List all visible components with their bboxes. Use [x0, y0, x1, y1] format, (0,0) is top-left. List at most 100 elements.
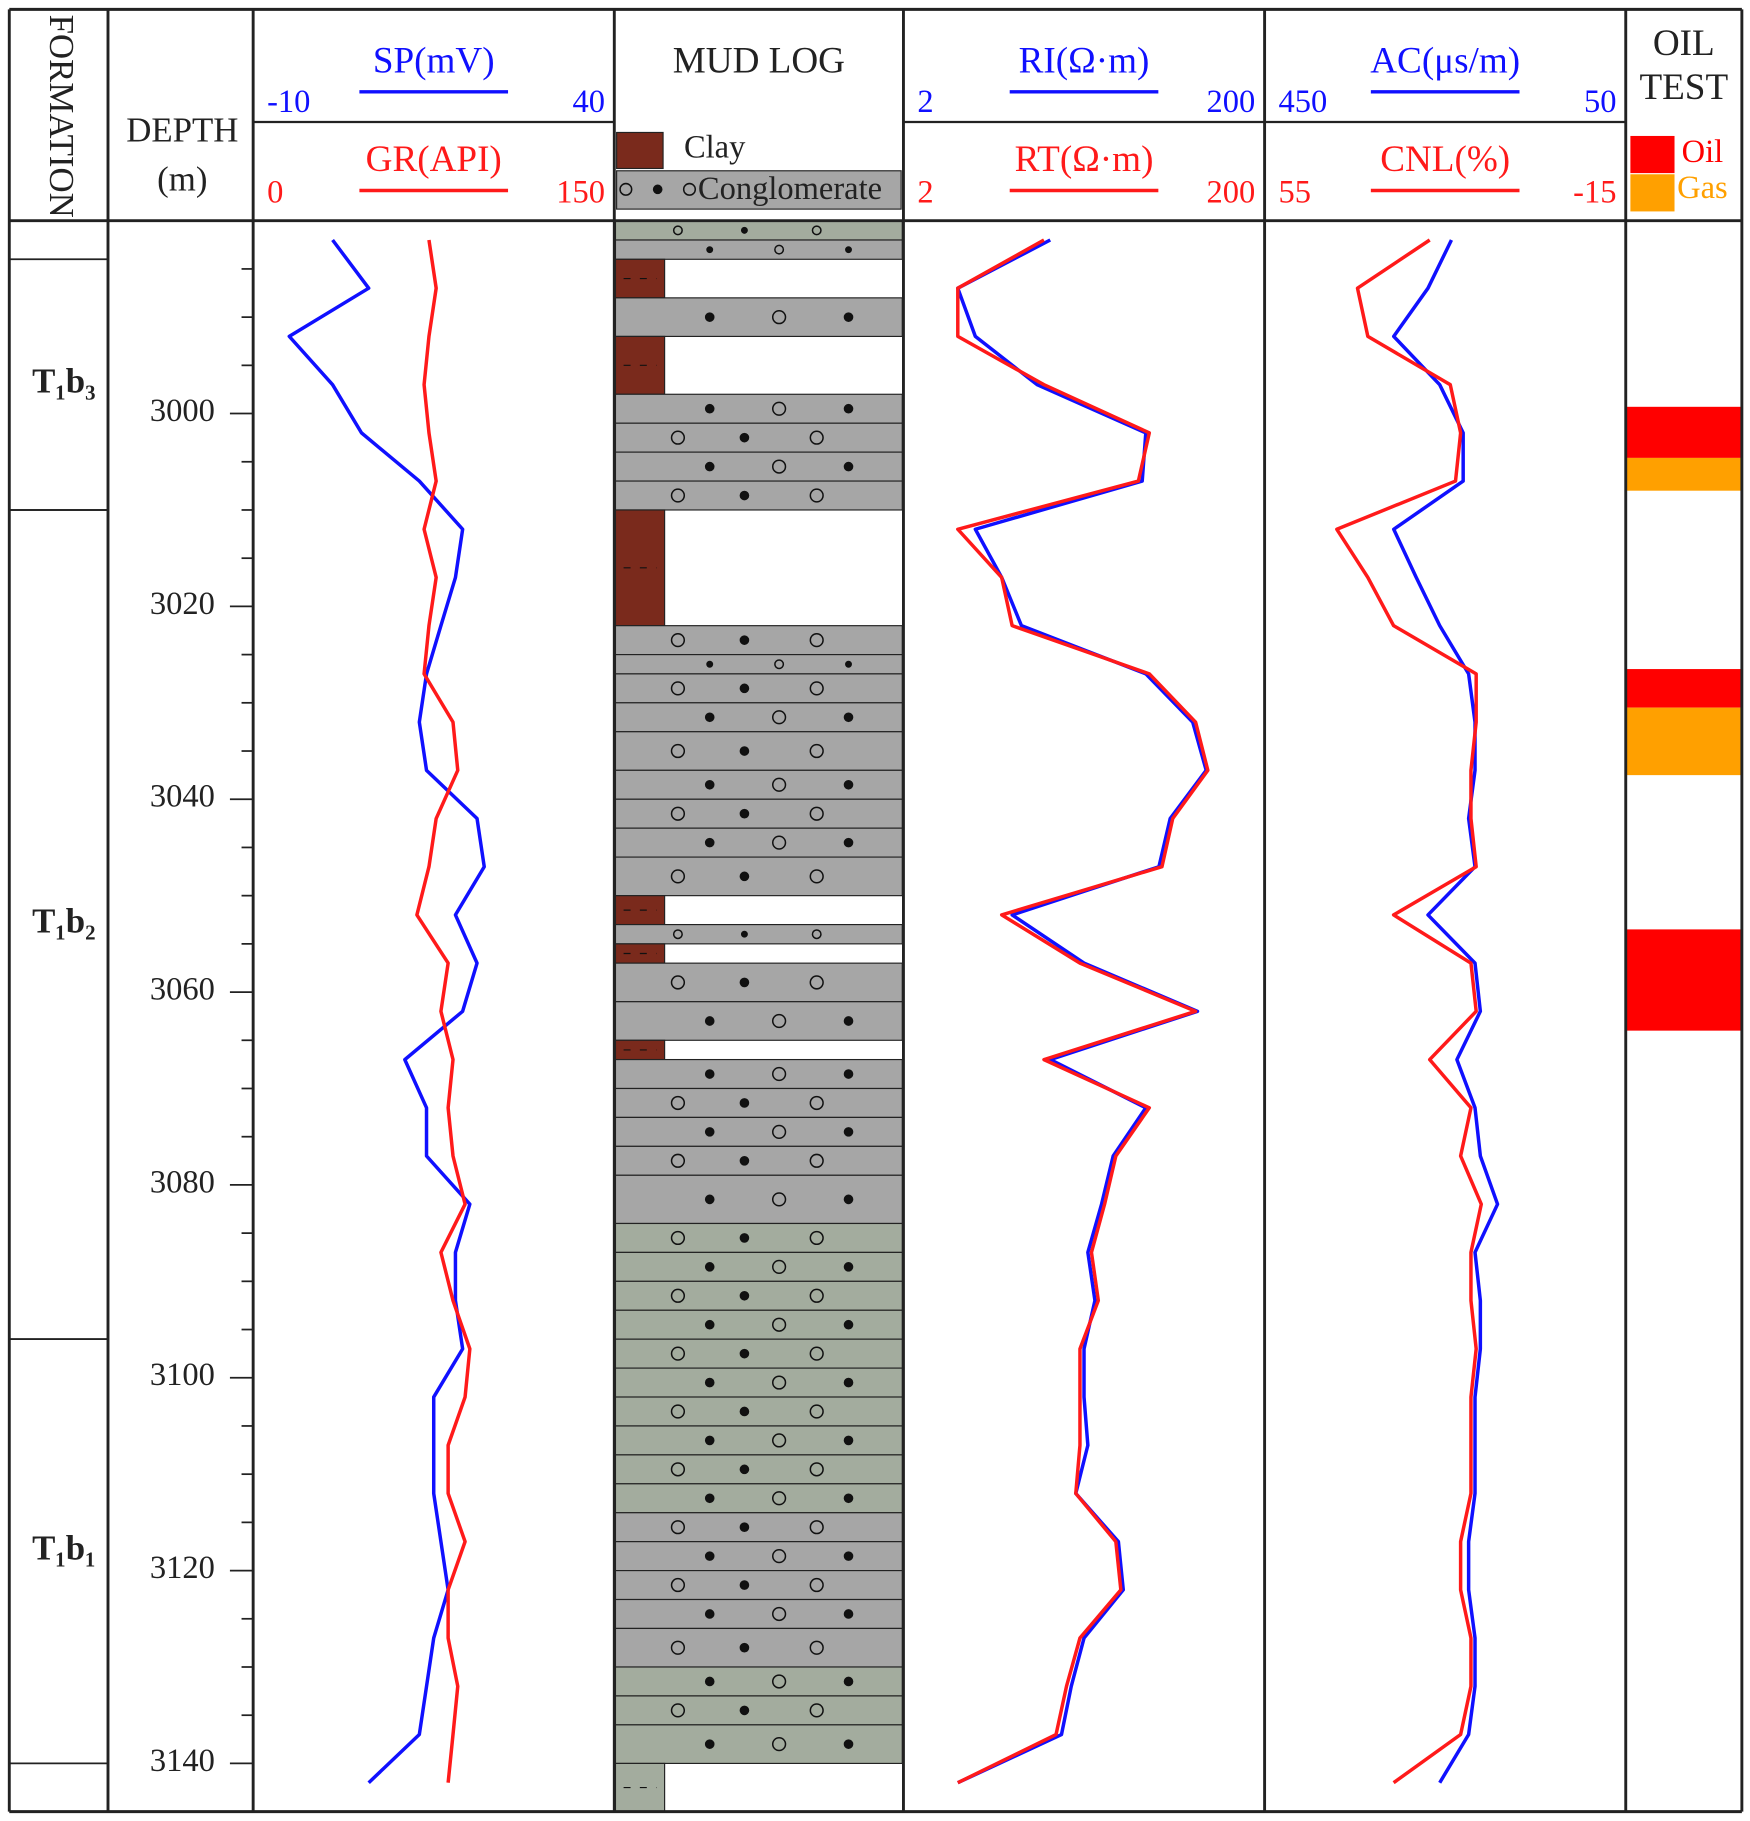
lith-symbol: [811, 929, 822, 940]
lithology-bed: [614, 1251, 903, 1282]
lith-symbol: [706, 660, 714, 668]
y-tick-label: 3080: [150, 1164, 215, 1200]
lithology-bed: [614, 239, 903, 260]
lith-symbol: [670, 1288, 686, 1303]
lith-symbol: [704, 1435, 715, 1446]
lith-symbol: [740, 226, 748, 234]
y-tick-label: 3040: [150, 779, 215, 815]
test-interval: [1626, 707, 1741, 776]
lith-symbol: [843, 1493, 854, 1504]
lith-symbol: [809, 1703, 824, 1718]
lith-symbol: [670, 975, 686, 990]
lithology-bed: [614, 1454, 903, 1485]
lith-symbol: [670, 681, 686, 696]
lith-symbol: [809, 1288, 824, 1303]
lithology-bed: [614, 1116, 903, 1147]
lithology-bed: [614, 702, 903, 733]
lithology-bed: [614, 1627, 903, 1668]
legend-symbol: [652, 184, 663, 195]
lithology-bed: [614, 1695, 903, 1726]
axis-min-label: -10: [267, 84, 310, 120]
lith-symbol: [739, 490, 750, 501]
lith-symbol: [670, 1404, 686, 1419]
y-tick-label: 3000: [150, 393, 215, 429]
lith-symbol: [809, 1404, 824, 1419]
series-title: CNL(%): [1380, 139, 1510, 180]
lithology-bed: [614, 625, 903, 656]
lith-symbol: [704, 1127, 715, 1137]
lith-symbol: [809, 1153, 824, 1168]
lith-symbol: [704, 1676, 715, 1687]
test-interval: [1626, 457, 1741, 491]
lith-symbol: [704, 712, 715, 723]
lithology-bed: [614, 798, 903, 829]
series-title: SP(mV): [373, 40, 495, 81]
lith-symbol: [771, 1192, 787, 1207]
track-title: TEST: [1639, 67, 1728, 108]
lith-symbol: [670, 1462, 686, 1477]
lith-symbol: [704, 312, 715, 322]
lith-symbol: [670, 1577, 686, 1593]
legend-label: Oil: [1682, 134, 1724, 170]
lith-symbol: [843, 1194, 854, 1205]
lithology-bed: [614, 673, 903, 704]
track-title: MUD LOG: [673, 40, 845, 81]
lith-symbol: [739, 1580, 750, 1590]
lith-symbol: [809, 1095, 824, 1111]
lith-symbol: [771, 1674, 787, 1689]
log-curve: [415, 239, 472, 1783]
lith-symbol: [771, 309, 787, 325]
lith-symbol: [771, 777, 787, 792]
lithology-bed: [614, 1396, 903, 1427]
axis-max-label: 150: [556, 175, 605, 211]
depth-title: DEPTH: [126, 111, 238, 150]
lithology-bed: [614, 480, 903, 511]
lithology-bed: [614, 1222, 903, 1253]
lithology-bed: [614, 1174, 903, 1225]
lith-symbol: [704, 1016, 715, 1026]
lith-symbol: [843, 1319, 854, 1330]
lithology-bed: [614, 1001, 903, 1041]
lith-symbol: [809, 633, 824, 648]
lith-symbol: [704, 1493, 715, 1504]
lith-symbol: [704, 1739, 715, 1749]
lith-symbol: [739, 1233, 750, 1243]
series-title: RI(Ω·m): [1019, 40, 1150, 81]
y-tick-label: 3140: [150, 1743, 215, 1779]
legend-label: Gas: [1677, 170, 1728, 206]
lith-symbol: [670, 1520, 686, 1535]
lith-symbol: [739, 977, 750, 988]
lithology-bed: [614, 827, 903, 858]
lith-symbol: [771, 401, 787, 416]
lith-symbol: [704, 1319, 715, 1330]
lith-symbol: [739, 1290, 750, 1301]
lith-symbol: [809, 743, 824, 759]
lithology-bed: [614, 923, 903, 945]
lith-symbol: [670, 806, 686, 821]
formation-label: T₁b₁: [32, 1528, 95, 1567]
y-tick-label: 3100: [150, 1357, 215, 1393]
lith-symbol: [670, 633, 686, 648]
lith-symbol: [704, 403, 715, 414]
lith-symbol: [809, 1462, 824, 1477]
lithology-bed: [614, 1598, 903, 1630]
lith-symbol: [843, 1435, 854, 1446]
lithology-bed: [614, 856, 903, 897]
lithology-bed: [614, 1666, 903, 1697]
lith-symbol: [739, 432, 750, 443]
series-title: RT(Ω·m): [1015, 139, 1154, 180]
lithology-bed: [614, 1512, 903, 1543]
axis-min-label: 450: [1279, 84, 1328, 120]
axis-max-label: 50: [1584, 84, 1617, 120]
lith-symbol: [771, 1433, 787, 1448]
lith-symbol: [771, 1013, 787, 1029]
lith-symbol: [809, 488, 824, 503]
y-tick-label: 3060: [150, 972, 215, 1008]
lithology-bed: [614, 220, 903, 241]
lith-symbol: [771, 1491, 787, 1506]
lith-symbol: [845, 660, 852, 668]
lith-symbol: [843, 1676, 854, 1687]
lith-symbol: [809, 806, 824, 821]
lith-symbol: [771, 1259, 787, 1274]
